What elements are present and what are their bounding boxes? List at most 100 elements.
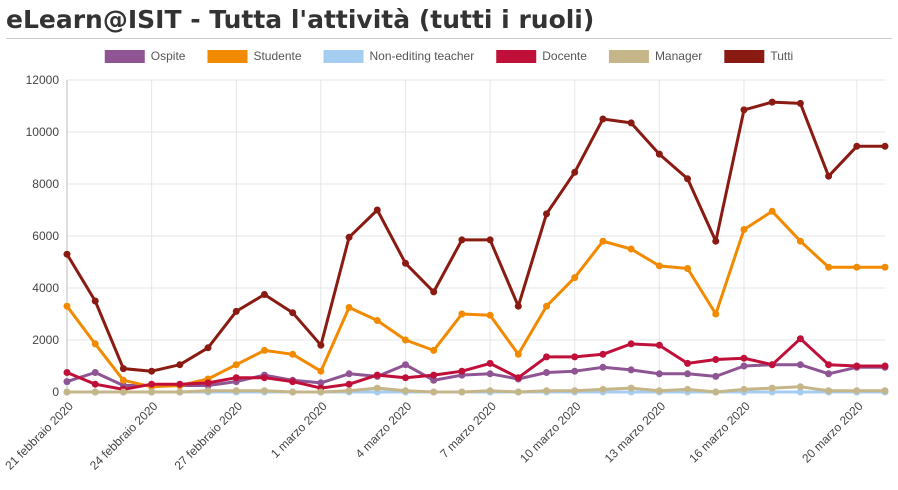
legend-item-non-editing-teacher[interactable]: Non-editing teacher xyxy=(323,49,475,63)
data-point-docente xyxy=(260,374,268,382)
data-point-manager xyxy=(373,384,381,392)
data-point-docente xyxy=(204,379,212,387)
legend-label: Ospite xyxy=(151,49,186,63)
series-line-manager xyxy=(67,385,885,394)
x-axis-ticks: 21 febbraio 2020 24 febbraio 2020 27 febbr… xyxy=(2,399,866,473)
x-tick-label: 16 marzo 2020 xyxy=(686,399,753,466)
data-point-studente xyxy=(768,207,776,215)
data-point-docente xyxy=(345,380,353,388)
data-point-tutti xyxy=(401,259,409,267)
data-point-manager xyxy=(796,383,804,391)
data-point-tutti xyxy=(373,206,381,214)
data-point-manager xyxy=(204,387,212,395)
data-point-ospite xyxy=(825,370,833,378)
data-point-docente xyxy=(768,361,776,369)
data-point-manager xyxy=(63,388,71,396)
data-point-studente xyxy=(571,274,579,282)
data-point-ospite xyxy=(401,361,409,369)
data-point-manager xyxy=(148,388,156,396)
legend-label: Studente xyxy=(253,49,301,63)
data-point-studente xyxy=(373,317,381,324)
legend-item-manager[interactable]: Manager xyxy=(608,49,702,63)
data-point-docente xyxy=(543,353,551,361)
data-point-manager xyxy=(712,388,720,396)
legend-item-docente[interactable]: Docente xyxy=(496,49,587,63)
data-point-tutti xyxy=(796,99,804,107)
data-point-studente xyxy=(825,263,833,271)
series-tutti xyxy=(63,98,889,375)
data-point-studente xyxy=(712,310,720,318)
x-tick-label: 13 marzo 2020 xyxy=(602,399,669,466)
data-point-studente xyxy=(486,311,494,319)
data-point-tutti xyxy=(712,237,720,245)
data-point-docente xyxy=(91,380,99,388)
data-point-ospite xyxy=(571,367,579,375)
legend-item-tutti[interactable]: Tutti xyxy=(724,49,793,63)
y-tick-label: 8000 xyxy=(32,177,59,191)
data-point-manager xyxy=(345,387,353,395)
data-point-ospite xyxy=(599,363,607,371)
data-point-studente xyxy=(430,346,438,354)
data-point-manager xyxy=(599,385,607,393)
data-point-studente xyxy=(401,336,409,344)
data-point-docente xyxy=(825,361,833,369)
legend-item-ospite[interactable]: Ospite xyxy=(104,49,186,63)
data-point-studente xyxy=(458,310,466,318)
data-point-manager xyxy=(91,388,99,396)
data-point-tutti xyxy=(655,150,663,158)
data-point-docente xyxy=(401,374,409,382)
y-tick-label: 0 xyxy=(52,385,59,399)
data-point-studente xyxy=(796,237,804,245)
data-point-ospite xyxy=(430,376,438,384)
data-point-tutti xyxy=(176,361,184,369)
data-point-ospite xyxy=(345,370,353,378)
legend-label: Non-editing teacher xyxy=(370,49,475,63)
data-point-tutti xyxy=(458,236,466,244)
data-point-tutti xyxy=(768,98,776,106)
data-point-docente xyxy=(176,380,184,388)
data-point-studente xyxy=(91,340,99,348)
data-point-tutti xyxy=(91,297,99,305)
series-line-tutti xyxy=(65,100,885,373)
data-point-non-editing-teacher xyxy=(796,388,804,396)
data-point-tutti xyxy=(627,119,635,127)
series-docente xyxy=(63,335,889,393)
legend-label: Docente xyxy=(542,49,587,63)
data-point-tutti xyxy=(63,250,71,258)
y-tick-label: 10000 xyxy=(26,125,60,139)
data-point-tutti xyxy=(486,236,494,244)
data-point-manager xyxy=(825,387,833,395)
data-point-tutti xyxy=(543,210,551,218)
data-point-docente xyxy=(232,374,240,382)
data-point-studente xyxy=(853,263,861,271)
x-tick-label: 21 febbraio 2020 xyxy=(2,399,76,473)
data-point-studente xyxy=(627,245,635,253)
data-point-ospite xyxy=(740,362,748,370)
data-point-manager xyxy=(458,388,466,396)
data-point-docente xyxy=(684,359,692,367)
activity-line-chart: Ospite Studente Non-editing teacher Docente… xyxy=(2,49,889,473)
data-point-docente xyxy=(289,378,297,386)
data-point-studente xyxy=(289,350,297,358)
series-manager xyxy=(63,383,889,396)
x-tick-label: 10 marzo 2020 xyxy=(517,399,584,466)
data-point-tutti xyxy=(345,233,353,241)
data-point-tutti xyxy=(825,172,833,180)
data-point-docente xyxy=(63,369,71,376)
y-tick-label: 2000 xyxy=(32,333,59,347)
y-axis-ticks: 0 2000 4000 6000 8000 10000 12000 xyxy=(26,73,60,399)
data-point-manager xyxy=(119,388,127,396)
data-point-docente xyxy=(599,350,607,358)
data-point-manager xyxy=(486,387,494,395)
data-point-tutti xyxy=(232,307,240,315)
data-point-ospite xyxy=(317,379,325,387)
data-point-studente xyxy=(119,376,127,384)
legend-item-studente[interactable]: Studente xyxy=(207,49,302,63)
chart-grid xyxy=(66,79,885,393)
data-point-ospite xyxy=(627,366,635,374)
data-point-ospite xyxy=(91,369,99,376)
data-point-ospite xyxy=(543,369,551,376)
data-point-studente xyxy=(232,361,240,369)
data-point-studente xyxy=(543,302,551,310)
data-point-studente xyxy=(655,262,663,270)
